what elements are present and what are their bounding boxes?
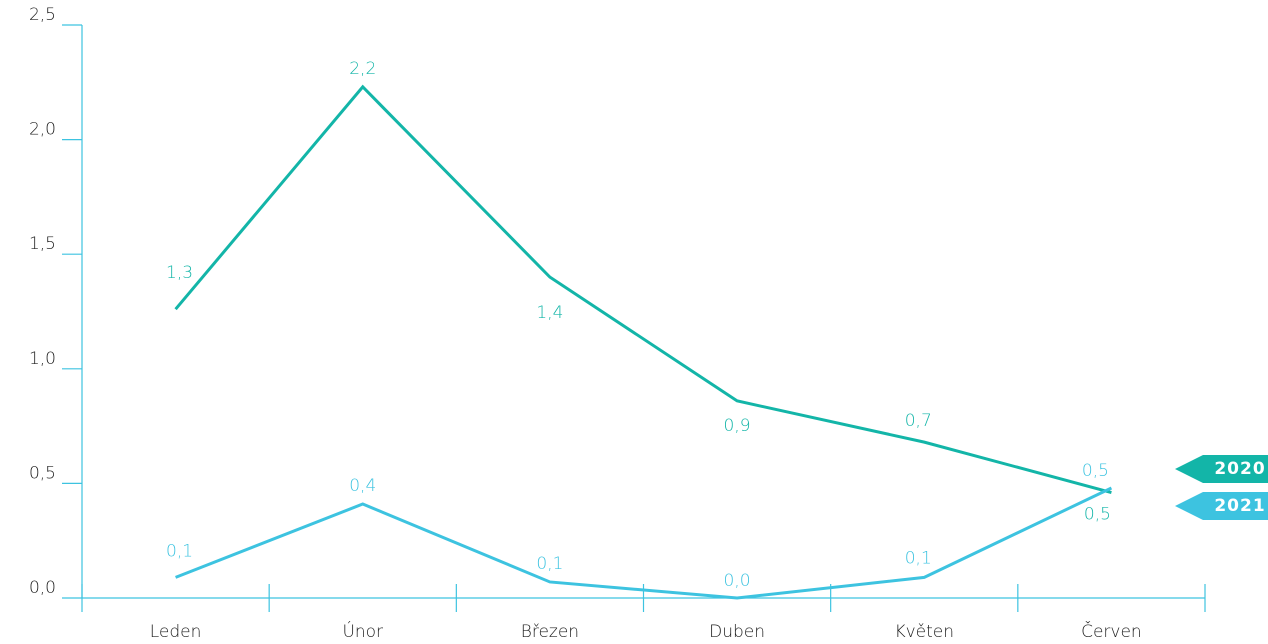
x-tick-label: Červen bbox=[1081, 620, 1142, 642]
y-tick-label: 1,0 bbox=[29, 349, 56, 369]
y-tick-label: 1,5 bbox=[29, 234, 56, 254]
y-tick-label: 2,0 bbox=[29, 120, 56, 140]
data-label: 0,4 bbox=[349, 476, 376, 496]
data-label: 1,3 bbox=[166, 263, 193, 283]
data-label: 0,1 bbox=[166, 541, 193, 561]
data-label: 1,4 bbox=[536, 303, 563, 323]
data-label: 0,5 bbox=[1084, 505, 1111, 525]
line-series bbox=[175, 486, 1113, 600]
x-tick-label: Únor bbox=[342, 620, 383, 642]
data-label: 0,7 bbox=[905, 411, 932, 431]
legend-tag bbox=[1175, 455, 1268, 483]
x-tick-label: Duben bbox=[709, 622, 765, 642]
data-label: 2,2 bbox=[349, 59, 376, 79]
data-label: 0,1 bbox=[536, 554, 563, 574]
y-tick-label: 0,5 bbox=[29, 463, 56, 483]
legend-tag bbox=[1175, 492, 1268, 520]
data-label: 0,1 bbox=[905, 548, 932, 568]
data-label: 0,9 bbox=[724, 416, 751, 436]
y-tick-label: 0,0 bbox=[29, 578, 56, 598]
line-series bbox=[174, 84, 1112, 495]
data-label: 0,5 bbox=[1082, 461, 1109, 481]
x-tick-label: Leden bbox=[150, 622, 202, 642]
y-tick-label: 2,5 bbox=[29, 5, 56, 25]
x-tick-label: Květen bbox=[894, 622, 954, 642]
data-label: 0,0 bbox=[724, 571, 751, 591]
legend-label: 2020 bbox=[1214, 459, 1265, 479]
legend-label: 2021 bbox=[1214, 496, 1265, 516]
x-tick-label: Březen bbox=[521, 622, 579, 642]
